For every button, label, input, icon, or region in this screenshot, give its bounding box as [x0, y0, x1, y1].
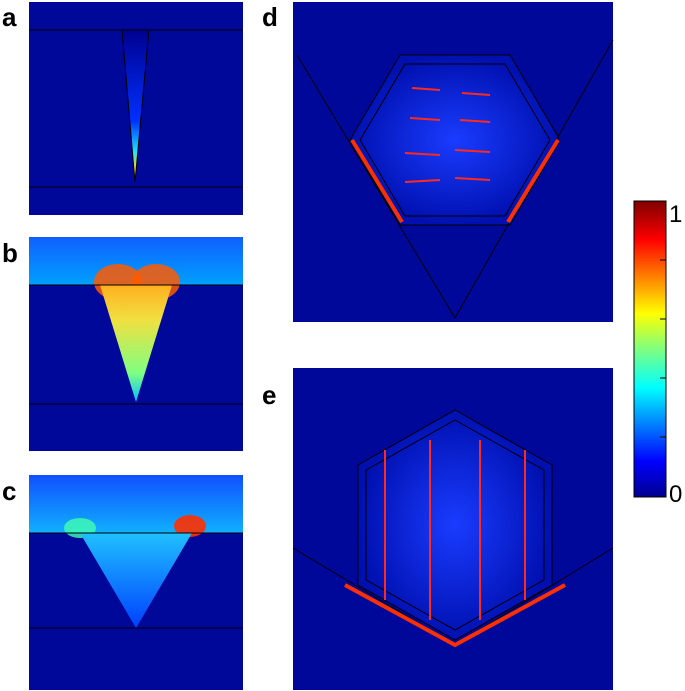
panel-b: b	[2, 237, 243, 451]
colorbar-max-label: 1	[669, 201, 682, 228]
panel-a: a	[2, 2, 243, 215]
colorbar: 1 0	[633, 200, 682, 508]
panel-label: c	[2, 476, 16, 506]
panel-label: b	[2, 238, 18, 268]
panel-e: e	[262, 368, 614, 690]
panel-label: d	[262, 2, 278, 32]
panel-d: d	[262, 2, 614, 322]
panel-label: e	[262, 380, 276, 410]
panel-c: c	[2, 475, 243, 690]
colorbar-min-label: 0	[669, 481, 682, 508]
panel-label: a	[2, 2, 17, 32]
